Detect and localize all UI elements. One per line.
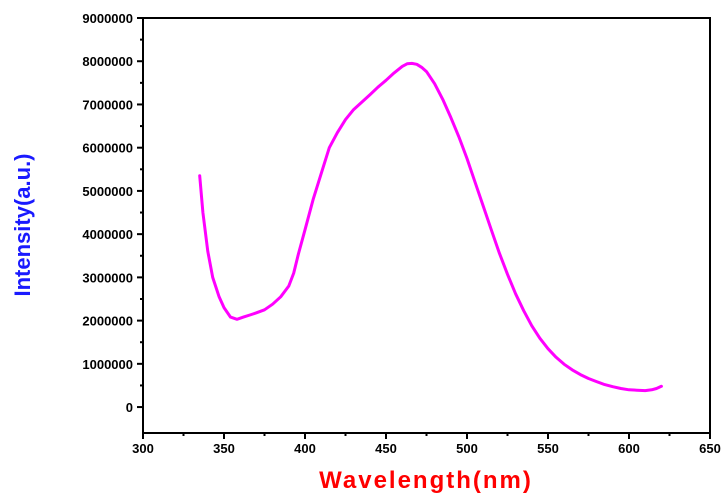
x-tick-label: 500 (456, 441, 478, 456)
x-tick-label: 650 (699, 441, 721, 456)
x-tick-label: 350 (213, 441, 235, 456)
y-tick-label: 5000000 (82, 184, 133, 199)
x-tick-label: 550 (537, 441, 559, 456)
y-tick-label: 7000000 (82, 97, 133, 112)
intensity-line (198, 61, 663, 393)
x-tick-label: 300 (132, 441, 154, 456)
y-tick-label: 3000000 (82, 270, 133, 285)
y-tick-label: 6000000 (82, 141, 133, 156)
y-tick-label: 2000000 (82, 314, 133, 329)
y-tick-label: 9000000 (82, 11, 133, 26)
x-axis: 300 350 400 450 500 550 600 650 (132, 433, 721, 456)
x-tick-label: 600 (618, 441, 640, 456)
y-tick-label: 0 (126, 400, 133, 415)
y-axis: 0 1000000 2000000 3000000 4000000 5000000 6000… (82, 11, 143, 415)
y-tick-label: 8000000 (82, 54, 133, 69)
y-axis-title: Intensity(a.u.) (10, 153, 35, 296)
x-tick-label: 400 (294, 441, 316, 456)
x-axis-title: Wavelength(nm) (319, 467, 533, 494)
y-tick-label: 1000000 (82, 357, 133, 372)
plot-frame (142, 17, 711, 434)
y-tick-label: 4000000 (82, 227, 133, 242)
x-tick-label: 450 (375, 441, 397, 456)
